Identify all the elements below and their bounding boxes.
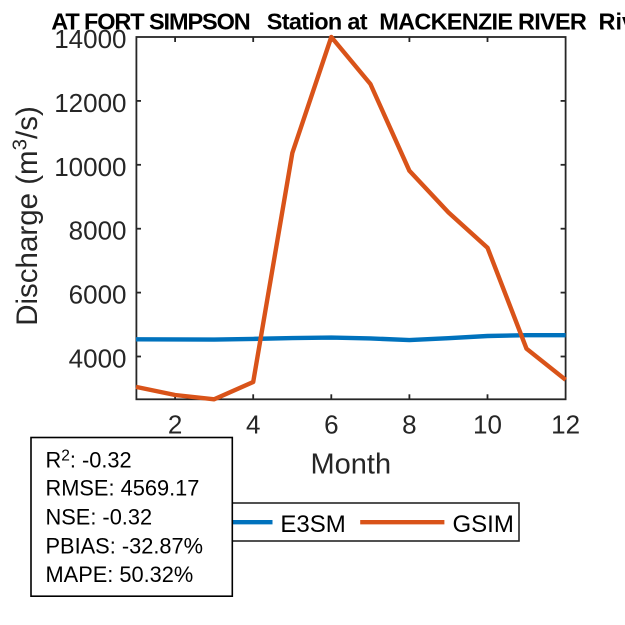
svg-text:Discharge (m3/s): Discharge (m3/s) bbox=[9, 106, 45, 326]
svg-text:R2: -0.32: R2: -0.32 bbox=[46, 448, 132, 473]
svg-text:Month: Month bbox=[310, 448, 391, 480]
svg-text:GSIM: GSIM bbox=[453, 511, 514, 538]
svg-text:2: 2 bbox=[168, 410, 182, 440]
svg-text:8: 8 bbox=[402, 410, 416, 440]
svg-text:8000: 8000 bbox=[69, 216, 127, 246]
svg-text:12: 12 bbox=[551, 410, 580, 440]
svg-text:4: 4 bbox=[246, 410, 260, 440]
svg-text:MAPE: 50.32%: MAPE: 50.32% bbox=[46, 562, 194, 587]
svg-text:12000: 12000 bbox=[54, 88, 126, 118]
svg-text:E3SM: E3SM bbox=[280, 511, 345, 538]
svg-text:10000: 10000 bbox=[54, 152, 126, 182]
svg-text:RMSE: 4569.17: RMSE: 4569.17 bbox=[46, 476, 200, 501]
svg-text:14000: 14000 bbox=[54, 24, 126, 54]
svg-text:10: 10 bbox=[473, 410, 502, 440]
svg-text:PBIAS: -32.87%: PBIAS: -32.87% bbox=[46, 533, 204, 558]
svg-text:NSE: -0.32: NSE: -0.32 bbox=[46, 505, 153, 530]
svg-text:6: 6 bbox=[324, 410, 338, 440]
svg-text:6000: 6000 bbox=[69, 280, 127, 310]
svg-text:4000: 4000 bbox=[69, 344, 127, 374]
